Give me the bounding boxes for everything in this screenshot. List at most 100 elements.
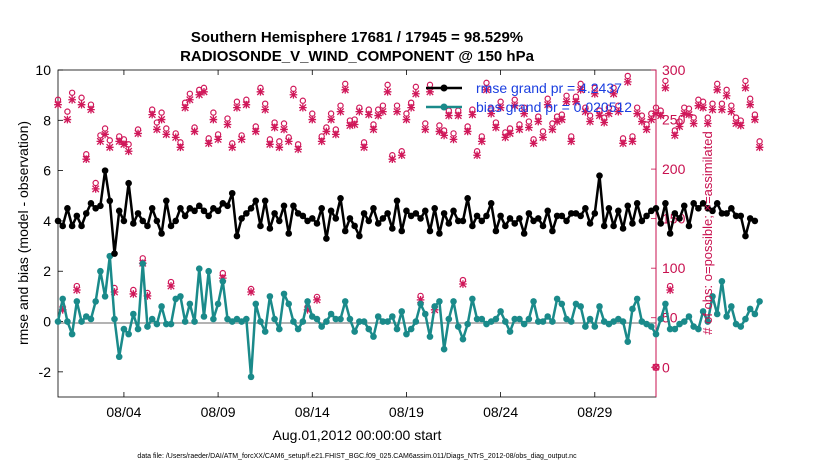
obs-assimilated-point (746, 100, 755, 109)
rmse-point (125, 179, 132, 187)
y-axis-left: -2 0 2 4 6 8 10 (35, 62, 63, 380)
rmse-point (318, 205, 325, 212)
y-right-tick-label: 200 (662, 161, 686, 177)
rmse-point (638, 217, 646, 225)
rmse-point (379, 215, 387, 222)
obs-assimilated-point (101, 130, 109, 139)
bias-point (629, 305, 636, 313)
bias-point (195, 265, 203, 273)
bias-point (431, 303, 438, 310)
bias-point (662, 300, 669, 308)
chart-title-line1: Southern Hemisphere 17681 / 17945 = 98.5… (191, 29, 523, 46)
obs-possible-point (704, 114, 711, 121)
y-left-tick-label: 10 (35, 62, 51, 78)
bias-point (370, 333, 377, 340)
bias-point (746, 305, 754, 313)
obs-assimilated-point (459, 280, 467, 288)
bias-point (666, 325, 674, 333)
obs-assimilated-point (492, 123, 500, 132)
obs-assimilated-point (195, 90, 204, 99)
obs-assimilated-point (63, 115, 72, 124)
x-tick-label: 08/19 (389, 404, 424, 420)
obs-assimilated-point (440, 131, 448, 140)
bias-point (440, 345, 448, 353)
bias-point (506, 328, 514, 335)
obs-assimilated-point (642, 125, 651, 134)
bias-point (671, 325, 679, 333)
obs-assimilated-point (416, 296, 425, 304)
bias-point (718, 277, 726, 285)
bias-point (115, 353, 123, 361)
obs-assimilated-point (576, 85, 585, 94)
rmse-point (181, 212, 189, 220)
obs-assimilated-point (628, 137, 637, 146)
rmse-point (243, 210, 250, 217)
rmse-point (356, 232, 363, 240)
rmse-point (459, 217, 467, 225)
obs-assimilated-point (751, 115, 759, 124)
obs-assimilated-point (153, 125, 161, 134)
bias-point (144, 323, 151, 330)
obs-assimilated-point (294, 145, 302, 154)
obs-assimilated-point (261, 105, 270, 114)
obs-assimilated-point (506, 129, 514, 138)
obs-assimilated-point (379, 107, 387, 116)
obs-assimilated-point (572, 97, 580, 106)
rmse-point (473, 212, 481, 220)
obs-assimilated-point (77, 100, 86, 109)
obs-assimilated-point (237, 135, 246, 144)
bias-point (582, 323, 589, 330)
obs-assimilated-point (364, 110, 373, 119)
rmse-point (374, 220, 382, 227)
bias-point (210, 315, 217, 323)
rmse-point (718, 210, 726, 217)
bias-point (78, 318, 85, 325)
obs-assimilated-point (190, 127, 199, 136)
bias-point (64, 318, 71, 325)
bias-point (525, 315, 533, 323)
obs-assimilated-point (454, 111, 463, 120)
rmse-point (454, 217, 462, 225)
obs-assimilated-point (341, 85, 350, 94)
rmse-point (158, 230, 165, 237)
legend-rmse-marker (440, 84, 448, 92)
rmse-point (662, 200, 669, 207)
obs-possible-point (718, 100, 726, 107)
bias-point (92, 298, 99, 305)
rmse-point (544, 207, 552, 215)
obs-assimilated-point (661, 83, 670, 92)
obs-assimilated-point (633, 109, 642, 118)
rmse-point (732, 212, 740, 220)
obs-assimilated-point (605, 109, 613, 118)
obs-assimilated-point (171, 133, 180, 142)
rmse-point (464, 194, 471, 202)
obs-possible-point (64, 108, 71, 115)
rmse-point (228, 189, 236, 197)
rmse-point (436, 230, 443, 237)
rmse-point (506, 215, 514, 222)
rmse-point (327, 207, 335, 215)
obs-assimilated-point (233, 103, 241, 112)
rmse-point (728, 205, 735, 212)
rmse-point (214, 207, 222, 215)
obs-assimilated-point (473, 151, 481, 160)
bias-point (389, 313, 396, 320)
bias-point (276, 325, 283, 333)
obs-assimilated-point (487, 109, 496, 118)
rmse-point (280, 202, 288, 210)
bias-point (200, 313, 208, 320)
rmse-point (68, 222, 76, 230)
rmse-point (487, 200, 495, 207)
rmse-point (553, 212, 561, 220)
obs-assimilated-point (157, 115, 166, 124)
rmse-point (431, 205, 438, 212)
bias-point (313, 315, 321, 323)
rmse-point (610, 222, 617, 230)
obs-assimilated-point (87, 105, 95, 114)
obs-assimilated-point (595, 111, 604, 120)
y-left-tick-label: -2 (39, 364, 52, 380)
obs-assimilated-point (496, 103, 505, 112)
obs-assimilated-point (346, 121, 354, 130)
bias-point (101, 293, 109, 300)
obs-assimilated-point (256, 87, 265, 96)
